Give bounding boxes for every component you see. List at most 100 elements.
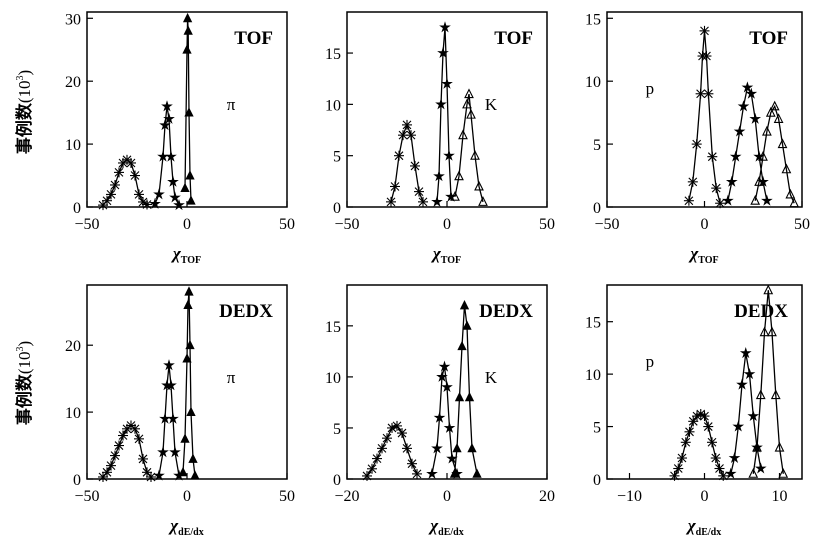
data-point	[443, 421, 456, 433]
detector-label: DEDX	[734, 301, 788, 322]
data-point	[474, 180, 484, 191]
ylabel-close: )	[15, 70, 34, 76]
y-tick-label: 15	[585, 11, 601, 28]
x-tick-label: −20	[334, 488, 359, 505]
data-point	[724, 467, 737, 479]
data-point	[733, 125, 746, 137]
data-point	[462, 98, 472, 109]
data-point	[138, 453, 148, 464]
data-point	[728, 451, 741, 463]
series-star	[431, 21, 457, 207]
data-point	[398, 130, 408, 141]
data-point	[431, 442, 443, 454]
y-tick-label: 20	[65, 338, 81, 355]
data-point	[367, 463, 377, 474]
x-tick-label: 0	[183, 488, 191, 505]
data-point	[153, 469, 165, 481]
data-point	[418, 196, 428, 207]
data-point	[161, 100, 173, 112]
data-point	[126, 157, 136, 168]
data-point	[762, 125, 772, 136]
data-point	[688, 416, 699, 427]
data-point	[446, 452, 458, 464]
y-tick-label: 5	[333, 421, 341, 438]
data-point	[441, 77, 453, 89]
data-point	[725, 175, 738, 187]
data-point	[182, 353, 192, 363]
data-point	[777, 138, 788, 149]
data-point	[438, 360, 451, 372]
data-point	[165, 379, 177, 391]
series-triangle-filled	[449, 300, 482, 478]
y-tick-label: 0	[593, 200, 601, 217]
data-point	[749, 112, 762, 124]
series-cross	[98, 154, 152, 211]
y-tick-label: 5	[593, 420, 601, 437]
series-star	[724, 347, 767, 479]
series-line	[182, 291, 196, 476]
data-point	[106, 460, 116, 471]
ylabel-sup: 3	[15, 76, 26, 81]
x-tick-label: 0	[443, 488, 451, 505]
x-tick-label: 0	[701, 216, 709, 233]
data-point	[761, 194, 773, 206]
data-point	[781, 163, 792, 174]
x-tick-label: 50	[279, 488, 295, 505]
data-point	[703, 88, 714, 99]
data-point	[743, 368, 756, 380]
series-cross	[669, 408, 729, 481]
data-point	[180, 433, 190, 443]
x-axis-label: χdE/dx	[686, 516, 721, 538]
x-tick-label: 20	[539, 488, 555, 505]
x-tick-label: 10	[772, 488, 788, 505]
y-tick-label: 10	[325, 97, 341, 114]
data-point	[414, 186, 424, 197]
data-point	[397, 428, 407, 439]
data-point	[433, 411, 446, 423]
data-point	[372, 453, 382, 464]
data-point	[745, 87, 758, 99]
data-point	[454, 391, 465, 402]
series-star	[426, 360, 463, 479]
data-point	[732, 420, 745, 432]
data-point	[753, 150, 765, 162]
data-point	[767, 326, 777, 337]
data-point	[755, 389, 766, 400]
ylabel-open: (10	[15, 81, 34, 104]
data-point	[765, 106, 776, 117]
ylabel-main: 事例数	[14, 373, 35, 425]
data-point	[770, 389, 781, 400]
data-point	[458, 129, 468, 140]
data-point	[699, 411, 710, 422]
series-star	[149, 100, 185, 211]
data-point	[102, 195, 112, 206]
data-point	[165, 150, 177, 162]
data-point	[778, 468, 789, 478]
data-point	[464, 88, 474, 99]
data-point	[450, 191, 460, 201]
data-point	[759, 326, 770, 337]
data-point	[684, 426, 695, 437]
data-point	[449, 468, 460, 478]
series-star	[153, 359, 185, 481]
data-point	[435, 98, 447, 110]
data-point	[722, 194, 734, 206]
x-tick-label: 0	[183, 216, 191, 233]
data-point	[394, 150, 404, 161]
y-tick-label: 10	[325, 370, 341, 387]
x-axis-label: χTOF	[431, 244, 461, 266]
series-line	[158, 365, 180, 476]
data-point	[699, 25, 710, 36]
data-point	[750, 194, 761, 205]
series-line	[754, 104, 795, 204]
data-point	[431, 195, 443, 207]
data-point	[752, 441, 762, 452]
data-point	[701, 51, 712, 62]
data-point	[390, 181, 400, 192]
detector-label: TOF	[749, 28, 788, 49]
x-axis-label: χdE/dx	[168, 516, 203, 538]
data-point	[785, 188, 796, 199]
